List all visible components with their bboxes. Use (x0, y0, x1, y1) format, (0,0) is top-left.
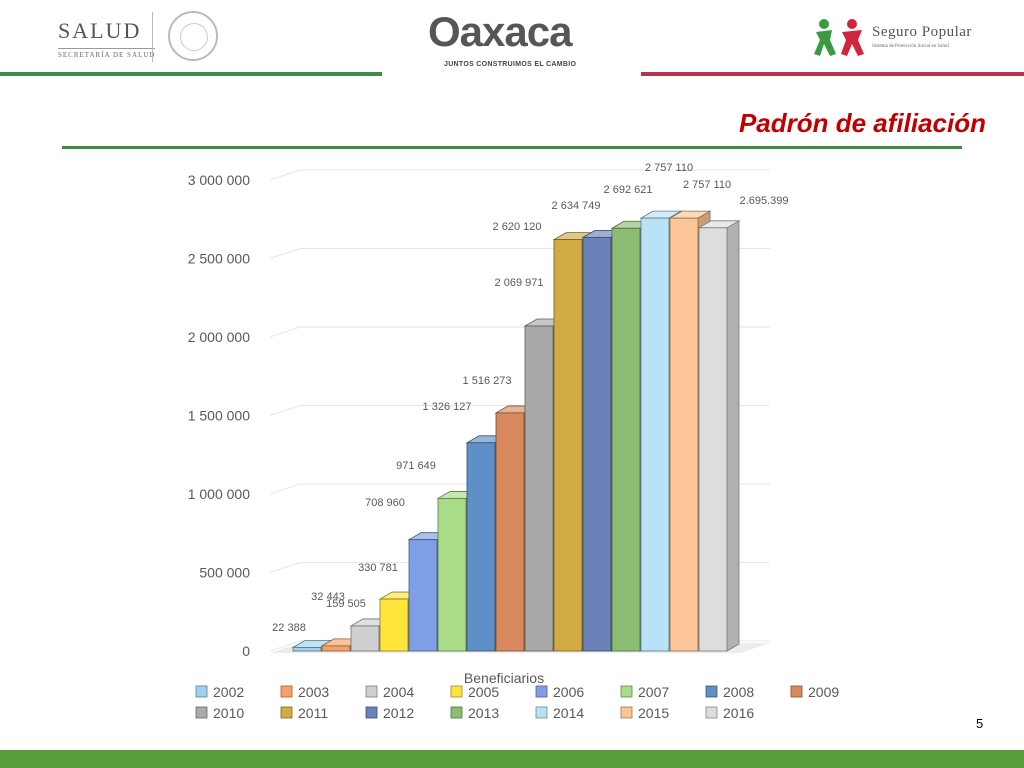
data-label: 1 326 127 (423, 401, 472, 413)
data-label: 2 634 749 (552, 200, 601, 212)
data-label: 2 757 110 (683, 179, 731, 191)
bar (437, 498, 467, 652)
legend-label: 2012 (383, 705, 414, 721)
legend-swatch (365, 706, 378, 719)
seguro-popular-logo: Seguro Popular Sistema de Protección Soc… (812, 18, 992, 62)
data-label: 22 388 (272, 622, 306, 634)
legend-swatch (535, 685, 548, 698)
bar-side (726, 220, 740, 652)
oaxaca-logo-subtext: JUNTOS CONSTRUIMOS EL CAMBIO (444, 61, 577, 68)
legend-label: 2010 (213, 705, 244, 721)
legend-swatch (195, 685, 208, 698)
y-tick-label: 1 000 000 (188, 486, 250, 502)
header-red-rule (641, 72, 1024, 76)
legend-swatch (195, 706, 208, 719)
legend-swatch (620, 706, 633, 719)
data-label: 708 960 (365, 497, 405, 509)
legend-swatch (535, 706, 548, 719)
data-label: 2.695.399 (740, 195, 789, 207)
data-label: 330 781 (358, 562, 398, 574)
bar (408, 539, 438, 652)
bar (698, 227, 728, 652)
y-tick-label: 1 500 000 (188, 408, 250, 424)
seguro-popular-logo-text: Seguro Popular (872, 24, 972, 40)
seguro-popular-figures-icon (814, 19, 864, 56)
legend-swatch (790, 685, 803, 698)
salud-logo-divider (152, 12, 153, 62)
legend-label: 2007 (638, 684, 669, 700)
legend-swatch (365, 685, 378, 698)
oaxaca-logo-text: Oaxaca (428, 8, 572, 55)
legend-label: 2016 (723, 705, 754, 721)
affiliation-bar-chart: 0 500 000 1 000 000 1 500 000 2 000 000 2 500… (188, 162, 840, 721)
bar (611, 227, 641, 652)
y-tick-label: 0 (242, 643, 250, 659)
bar (495, 412, 525, 652)
bar (553, 239, 583, 652)
gridline-side (269, 640, 301, 652)
legend-label: 2008 (723, 684, 754, 700)
gridline-side (269, 483, 301, 495)
legend-label: 2011 (298, 705, 328, 721)
data-label: 2 692 621 (604, 184, 653, 196)
legend-swatch (620, 685, 633, 698)
legend-label: 2014 (553, 705, 584, 721)
data-label: 32 443 (311, 591, 345, 603)
legend-label: 2002 (213, 684, 244, 700)
title-underline (62, 146, 962, 149)
data-label: 971 649 (396, 460, 436, 472)
bar (582, 236, 612, 652)
header-green-rule (0, 72, 382, 76)
legend-label: 2004 (383, 684, 414, 700)
salud-logo-subtext: SECRETARÍA DE SALUD (58, 48, 156, 59)
bar (379, 598, 409, 652)
legend-swatch (705, 706, 718, 719)
x-axis-label: Beneficiarios (464, 670, 544, 686)
mexico-seal-icon (168, 11, 218, 61)
salud-logo: SALUD SECRETARÍA DE SALUD (40, 8, 230, 64)
bar (321, 645, 351, 652)
y-tick-label: 2 500 000 (188, 251, 250, 267)
y-tick-label: 3 000 000 (188, 172, 250, 188)
seguro-popular-logo-subtext: Sistema de Protección Social en Salud (872, 44, 949, 49)
bar (292, 647, 322, 652)
legend-swatch (280, 706, 293, 719)
y-tick-label: 2 000 000 (188, 329, 250, 345)
gridline-side (269, 326, 301, 338)
legend-swatch (705, 685, 718, 698)
footer-band (0, 750, 1024, 768)
bar (524, 325, 554, 652)
oaxaca-logo: Oaxaca JUNTOS CONSTRUIMOS EL CAMBIO (428, 8, 598, 74)
legend-swatch (280, 685, 293, 698)
page-number: 5 (976, 716, 984, 731)
data-label: 2 620 120 (493, 221, 542, 233)
legend-swatch (450, 685, 463, 698)
slide-title: Padrón de afiliación (738, 108, 986, 138)
legend-swatch (450, 706, 463, 719)
legend-label: 2015 (638, 705, 669, 721)
data-label: 2 069 971 (495, 277, 544, 289)
legend-label: 2005 (468, 684, 499, 700)
gridline-side (269, 405, 301, 416)
gridline-side (269, 562, 301, 573)
data-label: 159 505 (326, 598, 366, 610)
legend-label: 2013 (468, 705, 499, 721)
bar (640, 217, 670, 652)
y-tick-label: 500 000 (199, 565, 250, 581)
gridline-side (269, 248, 301, 259)
legend-label: 2003 (298, 684, 329, 700)
slide-header: SALUD SECRETARÍA DE SALUD Oaxaca JUNTOS … (0, 0, 1024, 80)
bar (466, 442, 496, 652)
legend-label: 2009 (808, 684, 839, 700)
legend-label: 2006 (553, 684, 584, 700)
bar (669, 217, 699, 652)
bar (350, 625, 380, 652)
gridline-side (269, 169, 301, 181)
data-label: 2 757 110 (645, 162, 693, 174)
data-label: 1 516 273 (463, 375, 512, 387)
salud-logo-text: SALUD (58, 18, 142, 43)
